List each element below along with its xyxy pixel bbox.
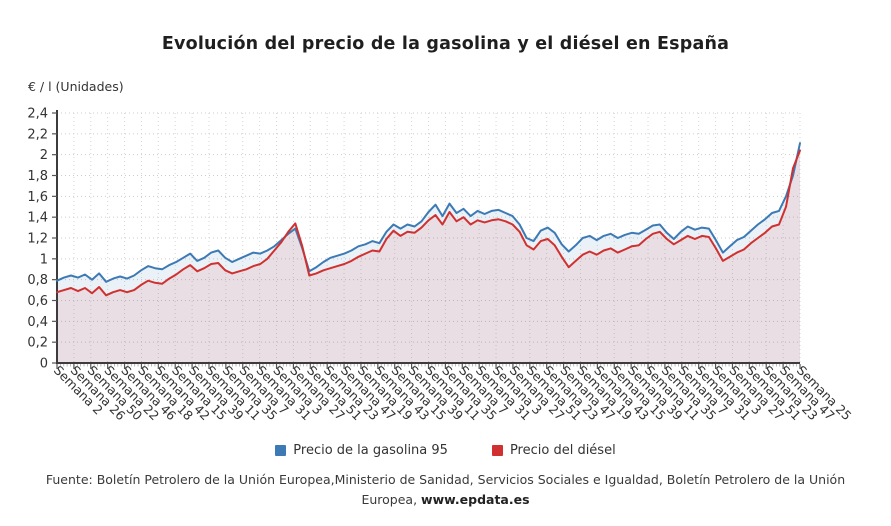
y-axis-tick-label: 0	[40, 357, 48, 372]
source-attribution: Fuente: Boletín Petrolero de la Unión Eu…	[45, 472, 846, 507]
gasoline-line	[56, 142, 801, 283]
diesel-area	[57, 150, 800, 363]
diesel-line	[56, 149, 801, 297]
legend-item-gasolina[interactable]: Precio de la gasolina 95	[275, 443, 448, 458]
y-axis-tick-label: 0,4	[27, 315, 48, 330]
chart-legend: Precio de la gasolina 95 Precio del diés…	[0, 443, 891, 458]
chart-title: Evolución del precio de la gasolina y el…	[161, 34, 730, 54]
diesel-swatch-icon	[491, 445, 503, 456]
legend-item-diesel[interactable]: Precio del diésel	[491, 443, 616, 458]
y-axis-tick-label: 2,4	[27, 107, 48, 122]
y-axis-tick-label: 0,6	[27, 294, 48, 309]
y-axis-tick-label: 1,4	[27, 211, 48, 226]
legend-label-diesel: Precio del diésel	[509, 443, 616, 458]
y-axis-tick-label: 2	[40, 148, 48, 163]
y-axis-tick-label: 1	[40, 252, 48, 267]
y-axis-tick-label: 2,2	[27, 127, 48, 142]
y-axis-tick-label: 1,6	[27, 190, 48, 205]
y-axis-tick-label: 0,8	[27, 273, 48, 288]
y-axis-tick-label: 1,2	[27, 232, 48, 247]
legend-label-gasolina: Precio de la gasolina 95	[293, 443, 448, 458]
epdata-link[interactable]: www.epdata.es	[421, 492, 530, 507]
gasoline-area	[57, 143, 800, 363]
gasolina-swatch-icon	[275, 445, 287, 456]
y-axis-tick-label: 0,2	[27, 336, 48, 351]
y-axis-title: € / l (Unidades)	[28, 79, 124, 94]
y-axis-tick-label: 1,8	[27, 169, 48, 184]
source-text: Fuente: Boletín Petrolero de la Unión Eu…	[31, 470, 861, 510]
